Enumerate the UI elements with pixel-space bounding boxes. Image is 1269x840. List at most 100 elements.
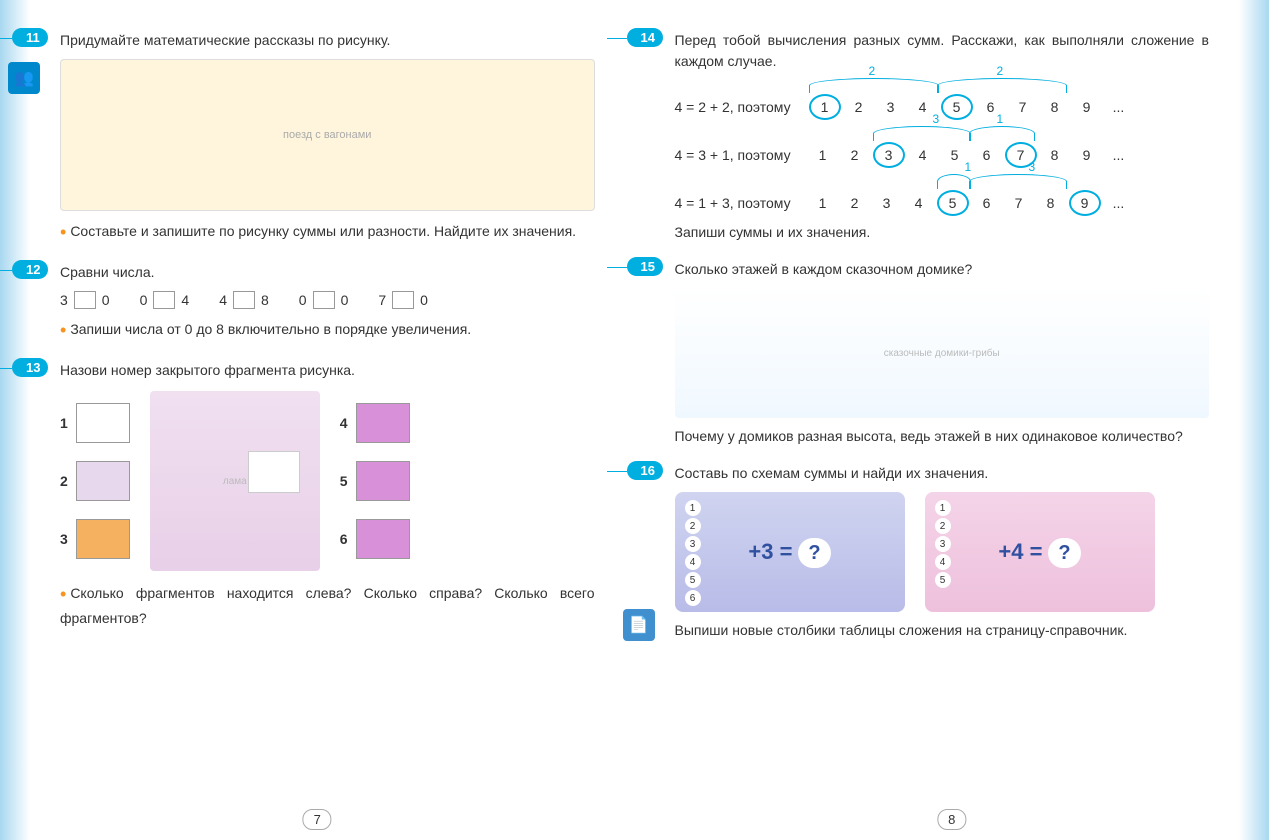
bf-num: 1 [685, 500, 701, 516]
page-number: 8 [937, 809, 966, 830]
task-subtext: •Составьте и запишите по рисунку суммы и… [60, 219, 595, 246]
fragment-box [76, 519, 130, 559]
bf-question: ? [798, 538, 830, 568]
bf-num: 4 [685, 554, 701, 570]
task-text: Перед тобой вычисления разных сумм. Расс… [675, 30, 1210, 72]
bf-question: ? [1048, 538, 1080, 568]
butterfly-numbers: 123456 [685, 500, 701, 606]
compare-item: 48 [219, 291, 269, 309]
task-14: 1 4 Перед тобой вычисления разных сумм. Р… [675, 30, 1210, 243]
compare-num: 0 [341, 292, 349, 308]
subtext-content: Запиши числа от 0 до 8 включительно в по… [70, 321, 471, 337]
number: 6 [973, 147, 1001, 163]
arc [873, 126, 971, 141]
bullet-icon: • [60, 222, 66, 242]
compare-num: 3 [60, 292, 68, 308]
bf-num: 2 [685, 518, 701, 534]
number: 3 [877, 99, 905, 115]
task-16: 16 Составь по схемам суммы и найди их зн… [675, 463, 1210, 641]
task-text: Сколько этажей в каждом сказочном домике… [675, 259, 1210, 280]
task-13: 1 3 Назови номер закрытого фрагмента рису… [60, 360, 595, 629]
arc [809, 78, 939, 93]
compare-box[interactable] [153, 291, 175, 309]
number: 1 [809, 195, 837, 211]
number: 2 [845, 99, 873, 115]
bf-equals: = [780, 539, 793, 564]
equation-text: 4 = 2 + 2, поэтому [675, 99, 805, 115]
task-subtext: Запиши суммы и их значения. [675, 222, 1210, 243]
fragment-item: 6 [340, 519, 410, 559]
fragment-number: 1 [60, 415, 68, 431]
arc-label: 1 [997, 112, 1004, 126]
task-subtext: Почему у домиков разная высота, ведь эта… [675, 426, 1210, 447]
number: 2 [841, 195, 869, 211]
number: 3 [873, 142, 905, 168]
number-line: 4 = 1 + 3, поэтому123456789...13 [675, 190, 1210, 216]
task-subtext: •Сколько фрагментов находится слева? Ско… [60, 581, 595, 629]
fragment-number: 5 [340, 473, 348, 489]
page-number: 7 [303, 809, 332, 830]
fragment-item: 1 [60, 403, 130, 443]
arc [937, 78, 1067, 93]
fragment-grid: 123 лама 456 [60, 391, 595, 571]
number: ... [1105, 99, 1133, 115]
compare-box[interactable] [392, 291, 414, 309]
number: ... [1105, 195, 1133, 211]
number-line-row: 4 = 3 + 1, поэтому123456789...31 [675, 142, 1210, 168]
compare-item: 00 [299, 291, 349, 309]
compare-item: 30 [60, 291, 110, 309]
compare-box[interactable] [74, 291, 96, 309]
arc-label: 3 [933, 112, 940, 126]
number: 9 [1073, 99, 1101, 115]
compare-row: 3004480070 [60, 291, 595, 309]
page-right: 1 4 Перед тобой вычисления разных сумм. Р… [635, 0, 1269, 840]
task-number: 12 [12, 260, 48, 279]
task-number: 11 [12, 28, 48, 47]
arc-label: 2 [997, 64, 1004, 78]
fragment-number: 3 [60, 531, 68, 547]
number: 4 [909, 147, 937, 163]
butterfly-numbers: 12345 [935, 500, 951, 588]
bf-op: +3 [748, 539, 773, 564]
task-text: Назови номер закрытого фрагмента рисунка… [60, 360, 595, 381]
compare-num: 4 [181, 292, 189, 308]
bf-equals: = [1030, 539, 1043, 564]
train-illustration: поезд с вагонами [60, 59, 595, 211]
number: 1 [809, 94, 841, 120]
task-15: 15 Сколько этажей в каждом сказочном дом… [675, 259, 1210, 447]
fragment-box [356, 519, 410, 559]
number: 8 [1037, 195, 1065, 211]
number: 3 [873, 195, 901, 211]
compare-num: 8 [261, 292, 269, 308]
number: 1 [809, 147, 837, 163]
number-lines: 4 = 2 + 2, поэтому123456789...224 = 3 + … [675, 94, 1210, 216]
bf-num: 5 [935, 572, 951, 588]
task-number: 14 [627, 28, 663, 47]
compare-box[interactable] [313, 291, 335, 309]
bf-equation: +3 =? [748, 539, 830, 565]
arc-label: 3 [1029, 160, 1036, 174]
arc-label: 1 [965, 160, 972, 174]
number: 8 [1041, 99, 1069, 115]
bf-num: 1 [935, 500, 951, 516]
bf-num: 5 [685, 572, 701, 588]
number: 8 [1041, 147, 1069, 163]
task-number: 16 [627, 461, 663, 480]
compare-num: 4 [219, 292, 227, 308]
task-subtext: Выпиши новые столбики таблицы сложения н… [675, 620, 1210, 641]
notebook-icon: 📄 [623, 609, 655, 641]
number: 9 [1069, 190, 1101, 216]
page-left: 11 Придумайте математические рассказы по… [0, 0, 635, 840]
task-text: Сравни числа. [60, 262, 595, 283]
fragments-right: 456 [340, 403, 410, 559]
compare-item: 70 [378, 291, 428, 309]
compare-num: 7 [378, 292, 386, 308]
fragment-box [356, 403, 410, 443]
bf-num: 3 [935, 536, 951, 552]
task-number: 13 [12, 358, 48, 377]
task-text: Придумайте математические рассказы по ри… [60, 30, 595, 51]
compare-box[interactable] [233, 291, 255, 309]
number: 7 [1005, 195, 1033, 211]
fragment-number: 6 [340, 531, 348, 547]
number-line-row: 4 = 2 + 2, поэтому123456789...22 [675, 94, 1210, 120]
